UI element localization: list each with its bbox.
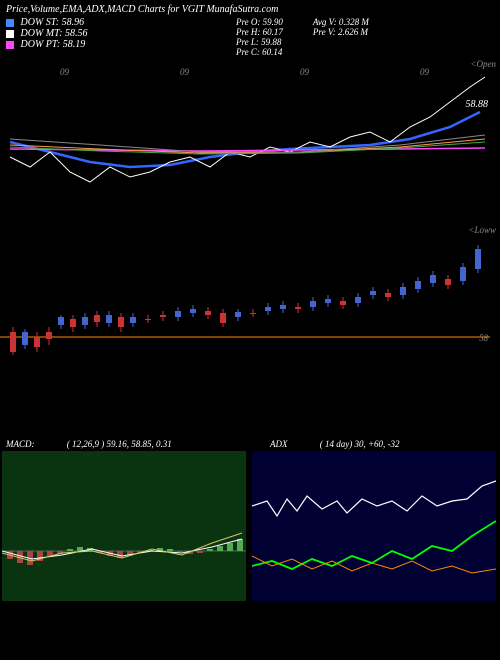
st-marker	[6, 19, 14, 27]
mt-value: 58.56	[65, 28, 88, 39]
adx-label: ADX	[270, 439, 288, 449]
svg-text:09: 09	[300, 67, 310, 77]
candle-chart-svg: 58	[0, 237, 490, 437]
svg-text:58: 58	[479, 333, 489, 343]
adx-svg	[252, 451, 496, 601]
low-marker-label: <Loww	[468, 225, 496, 235]
open-marker-label: <Open	[470, 59, 496, 69]
legend-mt: DOW MT: 58.56	[6, 28, 156, 39]
svg-text:09: 09	[180, 67, 190, 77]
macd-header: MACD: ( 12,26,9 ) 59.16, 58.85, 0.31	[6, 439, 250, 449]
ohlc-col: Pre O: 59.90 Pre H: 60.17 Pre L: 59.88 P…	[236, 17, 283, 57]
vol-col: Avg V: 0.328 M Pre V: 2.626 M	[313, 17, 369, 57]
st-label: DOW ST:	[21, 17, 60, 28]
bottom-panels	[0, 451, 500, 601]
macd-label: MACD:	[6, 439, 35, 449]
stat-low: Pre L: 59.88	[236, 37, 283, 47]
adx-panel	[252, 451, 498, 601]
chart-title: Price,Volume,EMA,ADX,MACD Charts for VGI…	[0, 0, 500, 17]
svg-text:58.88: 58.88	[466, 99, 489, 110]
svg-text:09: 09	[60, 67, 70, 77]
svg-text:09: 09	[420, 67, 430, 77]
st-value: 58.96	[62, 17, 85, 28]
stat-close: Pre C: 60.14	[236, 47, 283, 57]
header-row: DOW ST: 58.96 DOW MT: 58.56 DOW PT: 58.1…	[0, 17, 500, 57]
mt-marker	[6, 30, 14, 38]
stat-prev: Pre V: 2.626 M	[313, 27, 369, 37]
legend-pt: DOW PT: 58.19	[6, 39, 156, 50]
pt-marker	[6, 41, 14, 49]
legend-block: DOW ST: 58.96 DOW MT: 58.56 DOW PT: 58.1…	[6, 17, 156, 57]
stat-high: Pre H: 60.17	[236, 27, 283, 37]
macd-panel	[2, 451, 248, 601]
legend-st: DOW ST: 58.96	[6, 17, 156, 28]
stat-avgv: Avg V: 0.328 M	[313, 17, 369, 27]
pt-label: DOW PT:	[21, 39, 61, 50]
macd-svg	[2, 451, 246, 601]
adx-params: ( 14 day) 30, +60, -32	[320, 439, 400, 449]
adx-header: ADX ( 14 day) 30, +60, -32	[270, 439, 400, 449]
price-chart-svg: 09 09 09 09 58.88	[0, 57, 490, 237]
stat-open: Pre O: 59.90	[236, 17, 283, 27]
mt-label: DOW MT:	[21, 28, 63, 39]
stats-block: Pre O: 59.90 Pre H: 60.17 Pre L: 59.88 P…	[236, 17, 369, 57]
candle-chart-area: 58	[0, 237, 500, 437]
price-chart-area: 09 09 09 09 58.88 <Open <Loww	[0, 57, 500, 237]
pt-value: 58.19	[63, 39, 86, 50]
indicator-header: MACD: ( 12,26,9 ) 59.16, 58.85, 0.31 ADX…	[0, 437, 500, 451]
macd-params: ( 12,26,9 ) 59.16, 58.85, 0.31	[67, 439, 172, 449]
